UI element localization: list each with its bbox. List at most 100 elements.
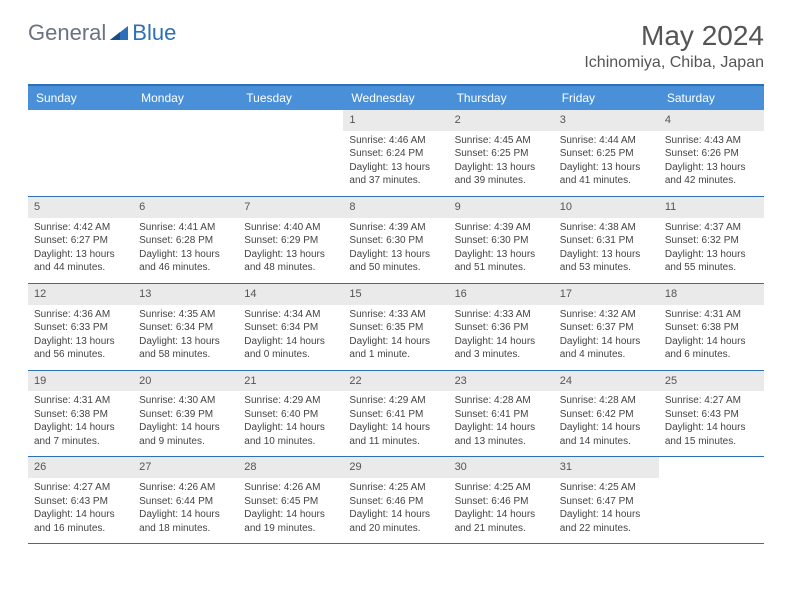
sunset-text: Sunset: 6:46 PM — [349, 495, 442, 509]
day-cell: 13Sunrise: 4:35 AMSunset: 6:34 PMDayligh… — [133, 284, 238, 370]
day-number: 4 — [659, 110, 764, 131]
day-cell — [28, 110, 133, 196]
week-row: 1Sunrise: 4:46 AMSunset: 6:24 PMDaylight… — [28, 110, 764, 197]
week-row: 26Sunrise: 4:27 AMSunset: 6:43 PMDayligh… — [28, 457, 764, 544]
day-number: 22 — [343, 371, 448, 392]
sunset-text: Sunset: 6:41 PM — [349, 408, 442, 422]
sunset-text: Sunset: 6:36 PM — [455, 321, 548, 335]
sunset-text: Sunset: 6:45 PM — [244, 495, 337, 509]
daylight-text: Daylight: 13 hours and 51 minutes. — [455, 248, 548, 275]
sunrise-text: Sunrise: 4:29 AM — [244, 394, 337, 408]
day-number: 11 — [659, 197, 764, 218]
day-number: 28 — [238, 457, 343, 478]
sunrise-text: Sunrise: 4:37 AM — [665, 221, 758, 235]
month-title: May 2024 — [584, 20, 764, 52]
day-cell: 8Sunrise: 4:39 AMSunset: 6:30 PMDaylight… — [343, 197, 448, 283]
week-row: 12Sunrise: 4:36 AMSunset: 6:33 PMDayligh… — [28, 284, 764, 371]
daylight-text: Daylight: 14 hours and 9 minutes. — [139, 421, 232, 448]
day-header: Sunday — [28, 86, 133, 110]
sunrise-text: Sunrise: 4:31 AM — [665, 308, 758, 322]
day-header: Thursday — [449, 86, 554, 110]
day-header: Tuesday — [238, 86, 343, 110]
sunset-text: Sunset: 6:46 PM — [455, 495, 548, 509]
day-number: 14 — [238, 284, 343, 305]
day-cell: 18Sunrise: 4:31 AMSunset: 6:38 PMDayligh… — [659, 284, 764, 370]
day-number: 29 — [343, 457, 448, 478]
day-number: 2 — [449, 110, 554, 131]
sunrise-text: Sunrise: 4:39 AM — [349, 221, 442, 235]
day-cell: 30Sunrise: 4:25 AMSunset: 6:46 PMDayligh… — [449, 457, 554, 543]
sunrise-text: Sunrise: 4:28 AM — [560, 394, 653, 408]
day-cell: 10Sunrise: 4:38 AMSunset: 6:31 PMDayligh… — [554, 197, 659, 283]
daylight-text: Daylight: 14 hours and 20 minutes. — [349, 508, 442, 535]
daylight-text: Daylight: 13 hours and 46 minutes. — [139, 248, 232, 275]
day-header: Monday — [133, 86, 238, 110]
logo-sail-icon — [108, 24, 130, 42]
day-cell: 16Sunrise: 4:33 AMSunset: 6:36 PMDayligh… — [449, 284, 554, 370]
day-cell: 15Sunrise: 4:33 AMSunset: 6:35 PMDayligh… — [343, 284, 448, 370]
day-cell: 24Sunrise: 4:28 AMSunset: 6:42 PMDayligh… — [554, 371, 659, 457]
sunset-text: Sunset: 6:40 PM — [244, 408, 337, 422]
sunset-text: Sunset: 6:39 PM — [139, 408, 232, 422]
day-number — [133, 110, 238, 116]
day-cell: 14Sunrise: 4:34 AMSunset: 6:34 PMDayligh… — [238, 284, 343, 370]
sunrise-text: Sunrise: 4:41 AM — [139, 221, 232, 235]
day-cell: 21Sunrise: 4:29 AMSunset: 6:40 PMDayligh… — [238, 371, 343, 457]
day-cell: 12Sunrise: 4:36 AMSunset: 6:33 PMDayligh… — [28, 284, 133, 370]
sunrise-text: Sunrise: 4:33 AM — [455, 308, 548, 322]
daylight-text: Daylight: 14 hours and 19 minutes. — [244, 508, 337, 535]
day-header: Friday — [554, 86, 659, 110]
sunrise-text: Sunrise: 4:32 AM — [560, 308, 653, 322]
sunset-text: Sunset: 6:29 PM — [244, 234, 337, 248]
day-headers-row: SundayMondayTuesdayWednesdayThursdayFrid… — [28, 86, 764, 110]
sunset-text: Sunset: 6:30 PM — [349, 234, 442, 248]
calendar: SundayMondayTuesdayWednesdayThursdayFrid… — [28, 84, 764, 544]
day-cell: 1Sunrise: 4:46 AMSunset: 6:24 PMDaylight… — [343, 110, 448, 196]
day-number: 13 — [133, 284, 238, 305]
daylight-text: Daylight: 14 hours and 7 minutes. — [34, 421, 127, 448]
sunrise-text: Sunrise: 4:25 AM — [455, 481, 548, 495]
day-cell: 9Sunrise: 4:39 AMSunset: 6:30 PMDaylight… — [449, 197, 554, 283]
daylight-text: Daylight: 14 hours and 0 minutes. — [244, 335, 337, 362]
sunrise-text: Sunrise: 4:44 AM — [560, 134, 653, 148]
sunrise-text: Sunrise: 4:36 AM — [34, 308, 127, 322]
header: General Blue May 2024 Ichinomiya, Chiba,… — [28, 20, 764, 72]
sunset-text: Sunset: 6:37 PM — [560, 321, 653, 335]
day-number: 25 — [659, 371, 764, 392]
sunrise-text: Sunrise: 4:38 AM — [560, 221, 653, 235]
logo-text-blue: Blue — [132, 20, 176, 46]
day-cell: 25Sunrise: 4:27 AMSunset: 6:43 PMDayligh… — [659, 371, 764, 457]
day-cell: 11Sunrise: 4:37 AMSunset: 6:32 PMDayligh… — [659, 197, 764, 283]
daylight-text: Daylight: 14 hours and 16 minutes. — [34, 508, 127, 535]
sunrise-text: Sunrise: 4:26 AM — [139, 481, 232, 495]
day-number: 21 — [238, 371, 343, 392]
daylight-text: Daylight: 14 hours and 3 minutes. — [455, 335, 548, 362]
daylight-text: Daylight: 14 hours and 14 minutes. — [560, 421, 653, 448]
sunrise-text: Sunrise: 4:30 AM — [139, 394, 232, 408]
daylight-text: Daylight: 13 hours and 56 minutes. — [34, 335, 127, 362]
sunset-text: Sunset: 6:25 PM — [455, 147, 548, 161]
day-header: Saturday — [659, 86, 764, 110]
day-cell: 27Sunrise: 4:26 AMSunset: 6:44 PMDayligh… — [133, 457, 238, 543]
day-cell: 29Sunrise: 4:25 AMSunset: 6:46 PMDayligh… — [343, 457, 448, 543]
sunset-text: Sunset: 6:28 PM — [139, 234, 232, 248]
day-cell: 28 Sunrise: 4:26 AMSunset: 6:45 PMDayligh… — [238, 457, 343, 543]
day-number: 31 — [554, 457, 659, 478]
week-row: 5Sunrise: 4:42 AMSunset: 6:27 PMDaylight… — [28, 197, 764, 284]
title-block: May 2024 Ichinomiya, Chiba, Japan — [584, 20, 764, 72]
day-cell: 3Sunrise: 4:44 AMSunset: 6:25 PMDaylight… — [554, 110, 659, 196]
day-number: 3 — [554, 110, 659, 131]
daylight-text: Daylight: 13 hours and 55 minutes. — [665, 248, 758, 275]
day-cell: 17Sunrise: 4:32 AMSunset: 6:37 PMDayligh… — [554, 284, 659, 370]
sunrise-text: Sunrise: 4:34 AM — [244, 308, 337, 322]
day-cell: 20Sunrise: 4:30 AMSunset: 6:39 PMDayligh… — [133, 371, 238, 457]
day-number: 1 — [343, 110, 448, 131]
day-number — [238, 110, 343, 116]
sunset-text: Sunset: 6:30 PM — [455, 234, 548, 248]
day-number: 15 — [343, 284, 448, 305]
daylight-text: Daylight: 14 hours and 22 minutes. — [560, 508, 653, 535]
logo: General Blue — [28, 20, 176, 46]
day-number: 26 — [28, 457, 133, 478]
sunrise-text: Sunrise: 4:26 AM — [244, 481, 337, 495]
daylight-text: Daylight: 13 hours and 37 minutes. — [349, 161, 442, 188]
